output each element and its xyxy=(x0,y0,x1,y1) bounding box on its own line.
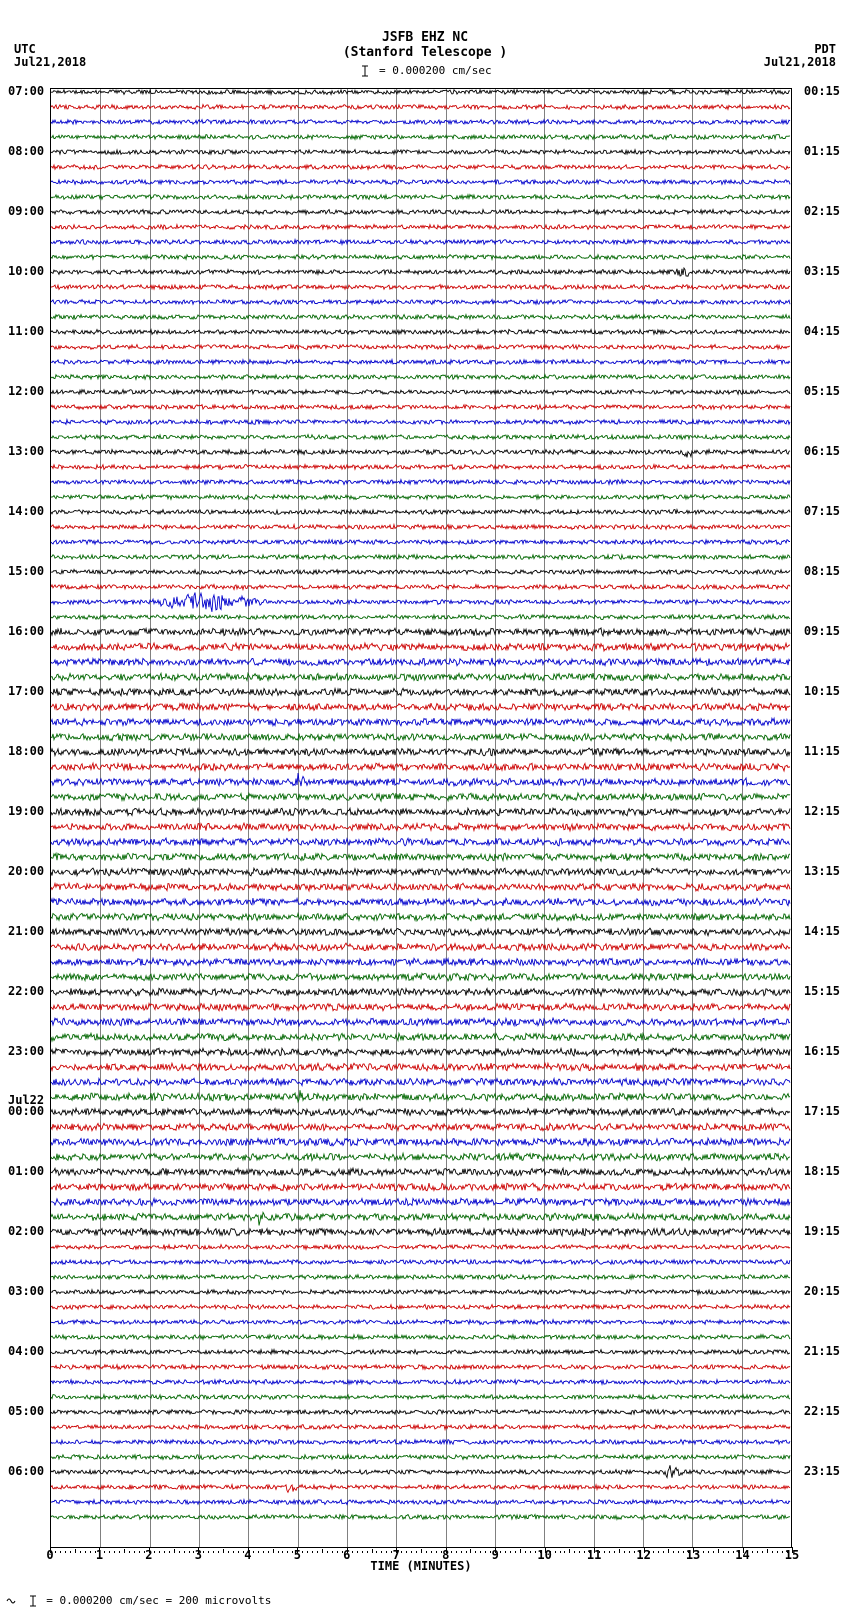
pdt-time-label: 15:15 xyxy=(804,984,840,998)
x-tick-label: 12 xyxy=(636,1548,650,1562)
utc-time-label: 21:00 xyxy=(8,924,44,938)
pdt-time-label: 09:15 xyxy=(804,624,840,638)
utc-time-label: 02:00 xyxy=(8,1224,44,1238)
pdt-time-label: 02:15 xyxy=(804,204,840,218)
pdt-time-label: 04:15 xyxy=(804,324,840,338)
pdt-time-label: 08:15 xyxy=(804,564,840,578)
utc-time-label: 08:00 xyxy=(8,144,44,158)
utc-time-label: 14:00 xyxy=(8,504,44,518)
x-tick-label: 2 xyxy=(145,1548,152,1562)
pdt-timezone-label: PDT xyxy=(814,42,836,56)
pdt-time-label: 16:15 xyxy=(804,1044,840,1058)
pdt-time-label: 01:15 xyxy=(804,144,840,158)
x-tick-label: 3 xyxy=(195,1548,202,1562)
utc-time-label: 11:00 xyxy=(8,324,44,338)
pdt-time-label: 18:15 xyxy=(804,1164,840,1178)
footer-scale: = 0.000200 cm/sec = 200 microvolts xyxy=(5,1594,271,1608)
x-tick-label: 6 xyxy=(343,1548,350,1562)
utc-time-label: 19:00 xyxy=(8,804,44,818)
utc-time-label: 10:00 xyxy=(8,264,44,278)
utc-time-label: 03:00 xyxy=(8,1284,44,1298)
utc-time-label: 01:00 xyxy=(8,1164,44,1178)
pdt-time-label: 19:15 xyxy=(804,1224,840,1238)
x-tick-label: 11 xyxy=(587,1548,601,1562)
x-tick-label: 10 xyxy=(537,1548,551,1562)
pdt-time-label: 03:15 xyxy=(804,264,840,278)
utc-time-label: 04:00 xyxy=(8,1344,44,1358)
seismic-trace xyxy=(51,1505,791,1529)
pdt-date: Jul21,2018 xyxy=(764,55,836,69)
x-tick-label: 9 xyxy=(492,1548,499,1562)
x-tick-label: 14 xyxy=(735,1548,749,1562)
x-tick-label: 13 xyxy=(686,1548,700,1562)
utc-time-label: 13:00 xyxy=(8,444,44,458)
pdt-time-label: 11:15 xyxy=(804,744,840,758)
utc-time-label: 00:00 xyxy=(8,1104,44,1118)
x-axis-label: TIME (MINUTES) xyxy=(370,1559,471,1573)
pdt-time-label: 05:15 xyxy=(804,384,840,398)
pdt-time-label: 00:15 xyxy=(804,84,840,98)
utc-time-label: 16:00 xyxy=(8,624,44,638)
x-tick-label: 4 xyxy=(244,1548,251,1562)
pdt-time-label: 22:15 xyxy=(804,1404,840,1418)
utc-time-label: 07:00 xyxy=(8,84,44,98)
pdt-time-label: 20:15 xyxy=(804,1284,840,1298)
utc-time-label: 18:00 xyxy=(8,744,44,758)
x-tick-label: 15 xyxy=(785,1548,799,1562)
station-code: JSFB EHZ NC xyxy=(0,30,850,45)
seismogram-chart xyxy=(50,88,792,1548)
utc-time-label: 23:00 xyxy=(8,1044,44,1058)
pdt-time-label: 10:15 xyxy=(804,684,840,698)
scale-indicator: = 0.000200 cm/sec xyxy=(0,64,850,78)
x-tick-label: 1 xyxy=(96,1548,103,1562)
pdt-time-label: 07:15 xyxy=(804,504,840,518)
utc-time-label: 06:00 xyxy=(8,1464,44,1478)
utc-time-label: 22:00 xyxy=(8,984,44,998)
pdt-time-label: 23:15 xyxy=(804,1464,840,1478)
x-axis: 0123456789101112131415 TIME (MINUTES) xyxy=(50,1548,792,1573)
utc-time-label: 05:00 xyxy=(8,1404,44,1418)
utc-date: Jul21,2018 xyxy=(14,55,86,69)
pdt-time-label: 06:15 xyxy=(804,444,840,458)
utc-time-label: 20:00 xyxy=(8,864,44,878)
station-location: (Stanford Telescope ) xyxy=(0,45,850,60)
utc-timezone-label: UTC xyxy=(14,42,36,56)
utc-time-label: 09:00 xyxy=(8,204,44,218)
utc-time-label: 12:00 xyxy=(8,384,44,398)
pdt-time-label: 12:15 xyxy=(804,804,840,818)
pdt-time-label: 14:15 xyxy=(804,924,840,938)
pdt-time-label: 21:15 xyxy=(804,1344,840,1358)
utc-time-label: 17:00 xyxy=(8,684,44,698)
pdt-time-label: 13:15 xyxy=(804,864,840,878)
x-tick-label: 5 xyxy=(294,1548,301,1562)
x-tick-label: 0 xyxy=(46,1548,53,1562)
pdt-time-label: 17:15 xyxy=(804,1104,840,1118)
utc-time-label: 15:00 xyxy=(8,564,44,578)
